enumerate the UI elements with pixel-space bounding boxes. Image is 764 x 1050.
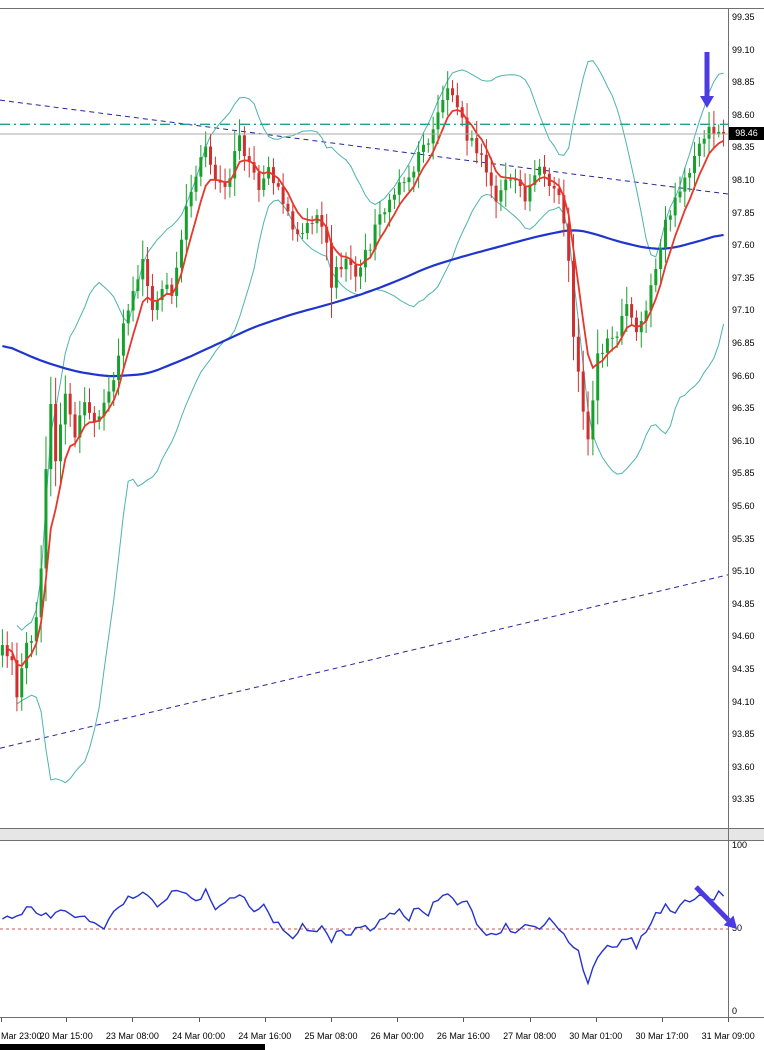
price-axis-label: 95.60 [732,501,755,511]
current-price-value: 98.46 [735,127,758,138]
price-axis-label: 99.10 [732,44,755,55]
time-axis-tick [529,1018,531,1022]
price-axis-label: 94.35 [732,664,755,674]
price-axis-label: 95.85 [732,468,755,479]
oscillator-axis-label: 50 [732,923,743,933]
time-axis-label: 26 Mar 16:00 [436,1031,490,1041]
axis-border-line [728,8,729,1018]
price-axis-label: 98.60 [732,109,755,120]
price-axis-label: 96.35 [732,403,755,414]
time-axis-tick [595,1018,597,1022]
price-axis-label: 93.60 [732,761,755,772]
price-axis-label: 96.10 [732,435,755,446]
price-axis-label: 94.10 [732,696,755,707]
time-axis-label: 30 Mar 17:00 [635,1031,689,1041]
price-axis-label: 95.35 [732,533,755,544]
price-axis-label: 95.10 [732,566,755,577]
time-axis-label: Mar 23:00 [1,1031,42,1041]
price-axis-label: 94.85 [732,598,755,609]
screen-edge-artifact [0,1044,265,1050]
price-axis-label: 97.60 [732,240,755,251]
price-plot [0,60,728,784]
price-chart-panel[interactable] [0,8,764,829]
price-axis-label: 97.35 [732,272,755,283]
time-axis-label: 24 Mar 00:00 [172,1031,226,1041]
bollinger-upper-band [16,60,724,631]
time-axis-tick [397,1018,399,1022]
time-axis-label: 23 Mar 08:00 [105,1031,159,1041]
price-axis-label: 93.35 [732,794,755,805]
time-axis-label: 27 Mar 08:00 [503,1031,557,1041]
price-axis-label: 97.10 [732,305,755,316]
time-axis-tick [331,1018,332,1022]
oscillator-axis-label: 100 [732,840,748,850]
price-axis-label: 98.35 [732,142,755,153]
time-axis-tick [1,1018,2,1022]
time-axis-tick [66,1018,68,1022]
time-axis-label: 24 Mar 16:00 [238,1031,292,1041]
price-axis-label: 96.60 [732,370,755,381]
time-axis-label: 25 Mar 08:00 [304,1031,358,1041]
candlesticks [0,71,726,712]
current-price-tag: 98.46 [729,126,764,140]
time-axis-tick [662,1018,663,1022]
price-axis-label: 98.85 [732,77,755,88]
slow-ma-line [2,229,724,378]
oscillator-plot [0,887,728,986]
time-axis-label: 26 Mar 00:00 [370,1031,424,1041]
panel-splitter[interactable] [0,829,764,840]
price-axis-label: 98.10 [732,175,755,185]
time-axis-tick [463,1018,465,1022]
oscillator-panel[interactable] [0,840,764,1018]
oscillator-axis-label: 0 [732,1006,738,1016]
price-axis-label: 94.60 [732,631,755,642]
time-axis-label: 20 Mar 15:00 [39,1031,93,1041]
time-axis-tick [198,1018,200,1022]
time-axis-label: 31 Mar 09:00 [701,1031,755,1041]
time-axis-label: 30 Mar 01:00 [569,1031,623,1041]
time-axis-tick [264,1018,266,1022]
price-axis-label: 97.85 [732,207,755,218]
oscillator-line [2,887,725,986]
fast-ma-line [6,108,725,667]
time-axis-tick [728,1018,730,1022]
ascending-trendline[interactable] [0,574,728,749]
time-axis-tick [132,1018,134,1022]
price-axis-label: 96.85 [732,338,755,348]
price-axis-label: 99.35 [732,12,755,22]
bollinger-lower-band [16,193,725,784]
price-axis-label: 93.85 [732,729,755,740]
